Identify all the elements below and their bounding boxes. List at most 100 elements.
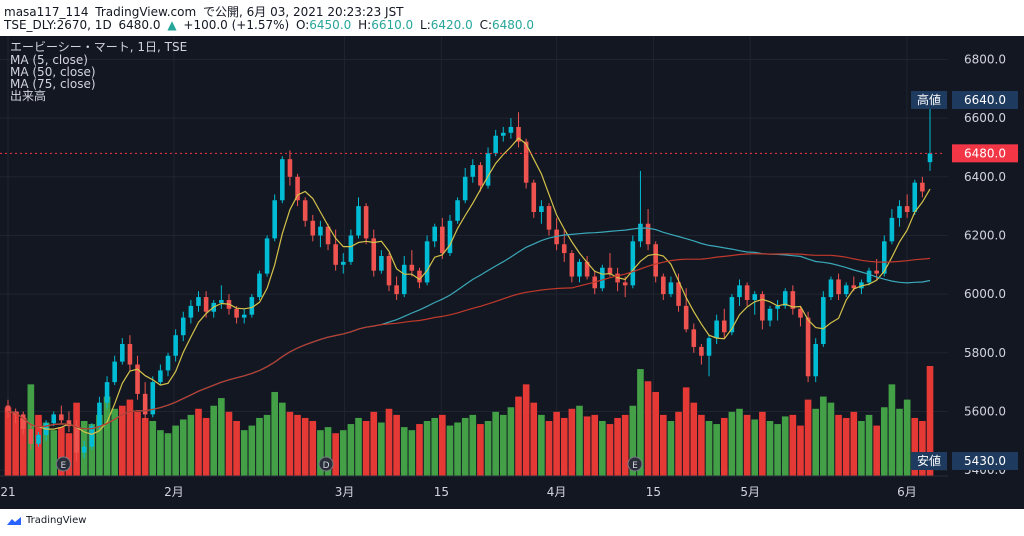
time-axis[interactable]: 21 2月 3月 15 4月 15 5月 6月	[0, 475, 948, 509]
candle-body	[790, 291, 796, 309]
event-marker-circle	[627, 456, 643, 472]
high-value: 6610.0	[371, 18, 414, 32]
volume-bar	[225, 411, 233, 476]
volume-bar	[530, 402, 538, 476]
chart-plot-area[interactable]: エービーシー・マート, 1日, TSE MA (5, close) MA (50…	[0, 36, 1024, 509]
publish-date: で公開, 6月 03, 2021 20:23:23 JST	[202, 5, 404, 19]
candle-body	[493, 135, 498, 154]
volume-bar	[903, 399, 911, 476]
up-arrow-icon: ▲	[167, 18, 177, 32]
candle-body	[81, 446, 87, 453]
time-tick-label: 3月	[335, 485, 355, 499]
candle-body	[417, 270, 422, 283]
volume-bar	[896, 408, 903, 476]
symbol-label: TSE_DLY:2670, 1D	[4, 18, 112, 32]
volume-bar	[499, 414, 507, 476]
last-price-tag: 6480.0	[952, 144, 1018, 163]
candle-body	[241, 314, 247, 318]
legend-volume[interactable]: 出来高	[10, 88, 46, 103]
event-marker[interactable]: E	[55, 456, 71, 472]
price-axis[interactable]: 6800.0 6600.0 6400.0 6200.0 6000.0 5800.0 5600…	[948, 36, 1024, 509]
candle-body	[683, 305, 689, 330]
volume-bar	[400, 427, 408, 476]
candle-body	[112, 361, 117, 383]
candle-body	[851, 285, 857, 289]
volume-bar	[797, 425, 804, 476]
candle-body	[234, 308, 239, 318]
volume-bar	[560, 417, 568, 476]
legend-ma50[interactable]: MA (50, close)	[10, 65, 96, 79]
volume-bar	[766, 421, 774, 476]
volume-bar	[888, 384, 896, 476]
candle-body	[333, 244, 338, 265]
volume-bar	[362, 421, 370, 476]
ma75-line[interactable]	[7, 253, 931, 430]
volume-bar	[522, 384, 530, 476]
volume-bar	[621, 414, 629, 476]
candle-body	[478, 165, 483, 186]
volume-bar	[454, 422, 461, 476]
volume-bar	[370, 411, 378, 476]
volume-bar	[774, 424, 781, 476]
candle-body	[120, 344, 125, 362]
price-ticks: 6800.0 6600.0 6400.0 6200.0 6000.0 5800.0 5600…	[964, 52, 1006, 477]
candle-body	[668, 282, 674, 295]
event-marker[interactable]: E	[627, 456, 643, 472]
candle-body	[356, 206, 361, 236]
candle-body	[805, 317, 811, 377]
volume-bar	[858, 421, 865, 476]
volume-bar	[309, 421, 317, 476]
candle-body	[607, 267, 613, 274]
event-marker-label: D	[323, 461, 330, 471]
volume-bar	[461, 417, 469, 476]
moving-averages	[7, 137, 931, 435]
volume-bar	[42, 422, 50, 476]
volume-bar	[515, 396, 522, 476]
volume-bar	[347, 424, 355, 476]
candle-body	[97, 402, 102, 427]
time-tick-label: 15	[434, 485, 449, 499]
volume-bars	[4, 366, 934, 476]
candle-body	[424, 241, 430, 283]
candle-body	[363, 206, 369, 239]
volume-bar	[263, 414, 271, 476]
author-name[interactable]: masa117_114	[4, 5, 89, 19]
candle-body	[394, 285, 399, 295]
volume-bar	[599, 421, 606, 476]
tradingview-cloud-icon	[7, 516, 21, 525]
volume-bar	[743, 414, 751, 476]
event-marker-label: E	[632, 461, 638, 471]
candle-body	[203, 297, 209, 312]
ma5-line[interactable]	[7, 137, 931, 435]
candle-body	[645, 223, 651, 245]
candle-body	[813, 344, 818, 377]
candle-body	[5, 405, 11, 412]
candle-body	[874, 270, 879, 274]
volume-bar	[248, 425, 256, 476]
candle-body	[280, 159, 285, 201]
candle-body	[904, 206, 910, 212]
candle-body	[219, 300, 224, 303]
candle-body	[135, 364, 140, 394]
legend-ma75[interactable]: MA (75, close)	[10, 77, 96, 91]
candle-body	[295, 176, 300, 201]
volume-bar	[218, 398, 225, 476]
volume-bar	[614, 417, 621, 476]
close-value: 6480.0	[492, 18, 534, 32]
legend-ma5[interactable]: MA (5, close)	[10, 53, 88, 67]
candle-body	[782, 291, 788, 306]
ohlc-line: TSE_DLY:2670, 1D 6480.0 ▲ +100.0 (+1.57%…	[4, 18, 537, 32]
candle-body	[661, 276, 666, 295]
candle-body	[455, 200, 460, 221]
last-tag-value: 6480.0	[964, 146, 1006, 160]
volume-bar	[919, 421, 926, 476]
event-marker[interactable]: D	[318, 456, 334, 472]
volume-bar	[911, 417, 919, 476]
tradingview-logo[interactable]: TradingView	[6, 515, 86, 526]
price-tick-label: 5600.0	[964, 404, 1006, 418]
price-chart-svg[interactable]: エービーシー・マート, 1日, TSE MA (5, close) MA (50…	[0, 36, 1024, 509]
volume-bar	[675, 411, 682, 476]
volume-bar	[591, 414, 599, 476]
candle-body	[866, 270, 872, 283]
volume-bar	[728, 411, 736, 476]
